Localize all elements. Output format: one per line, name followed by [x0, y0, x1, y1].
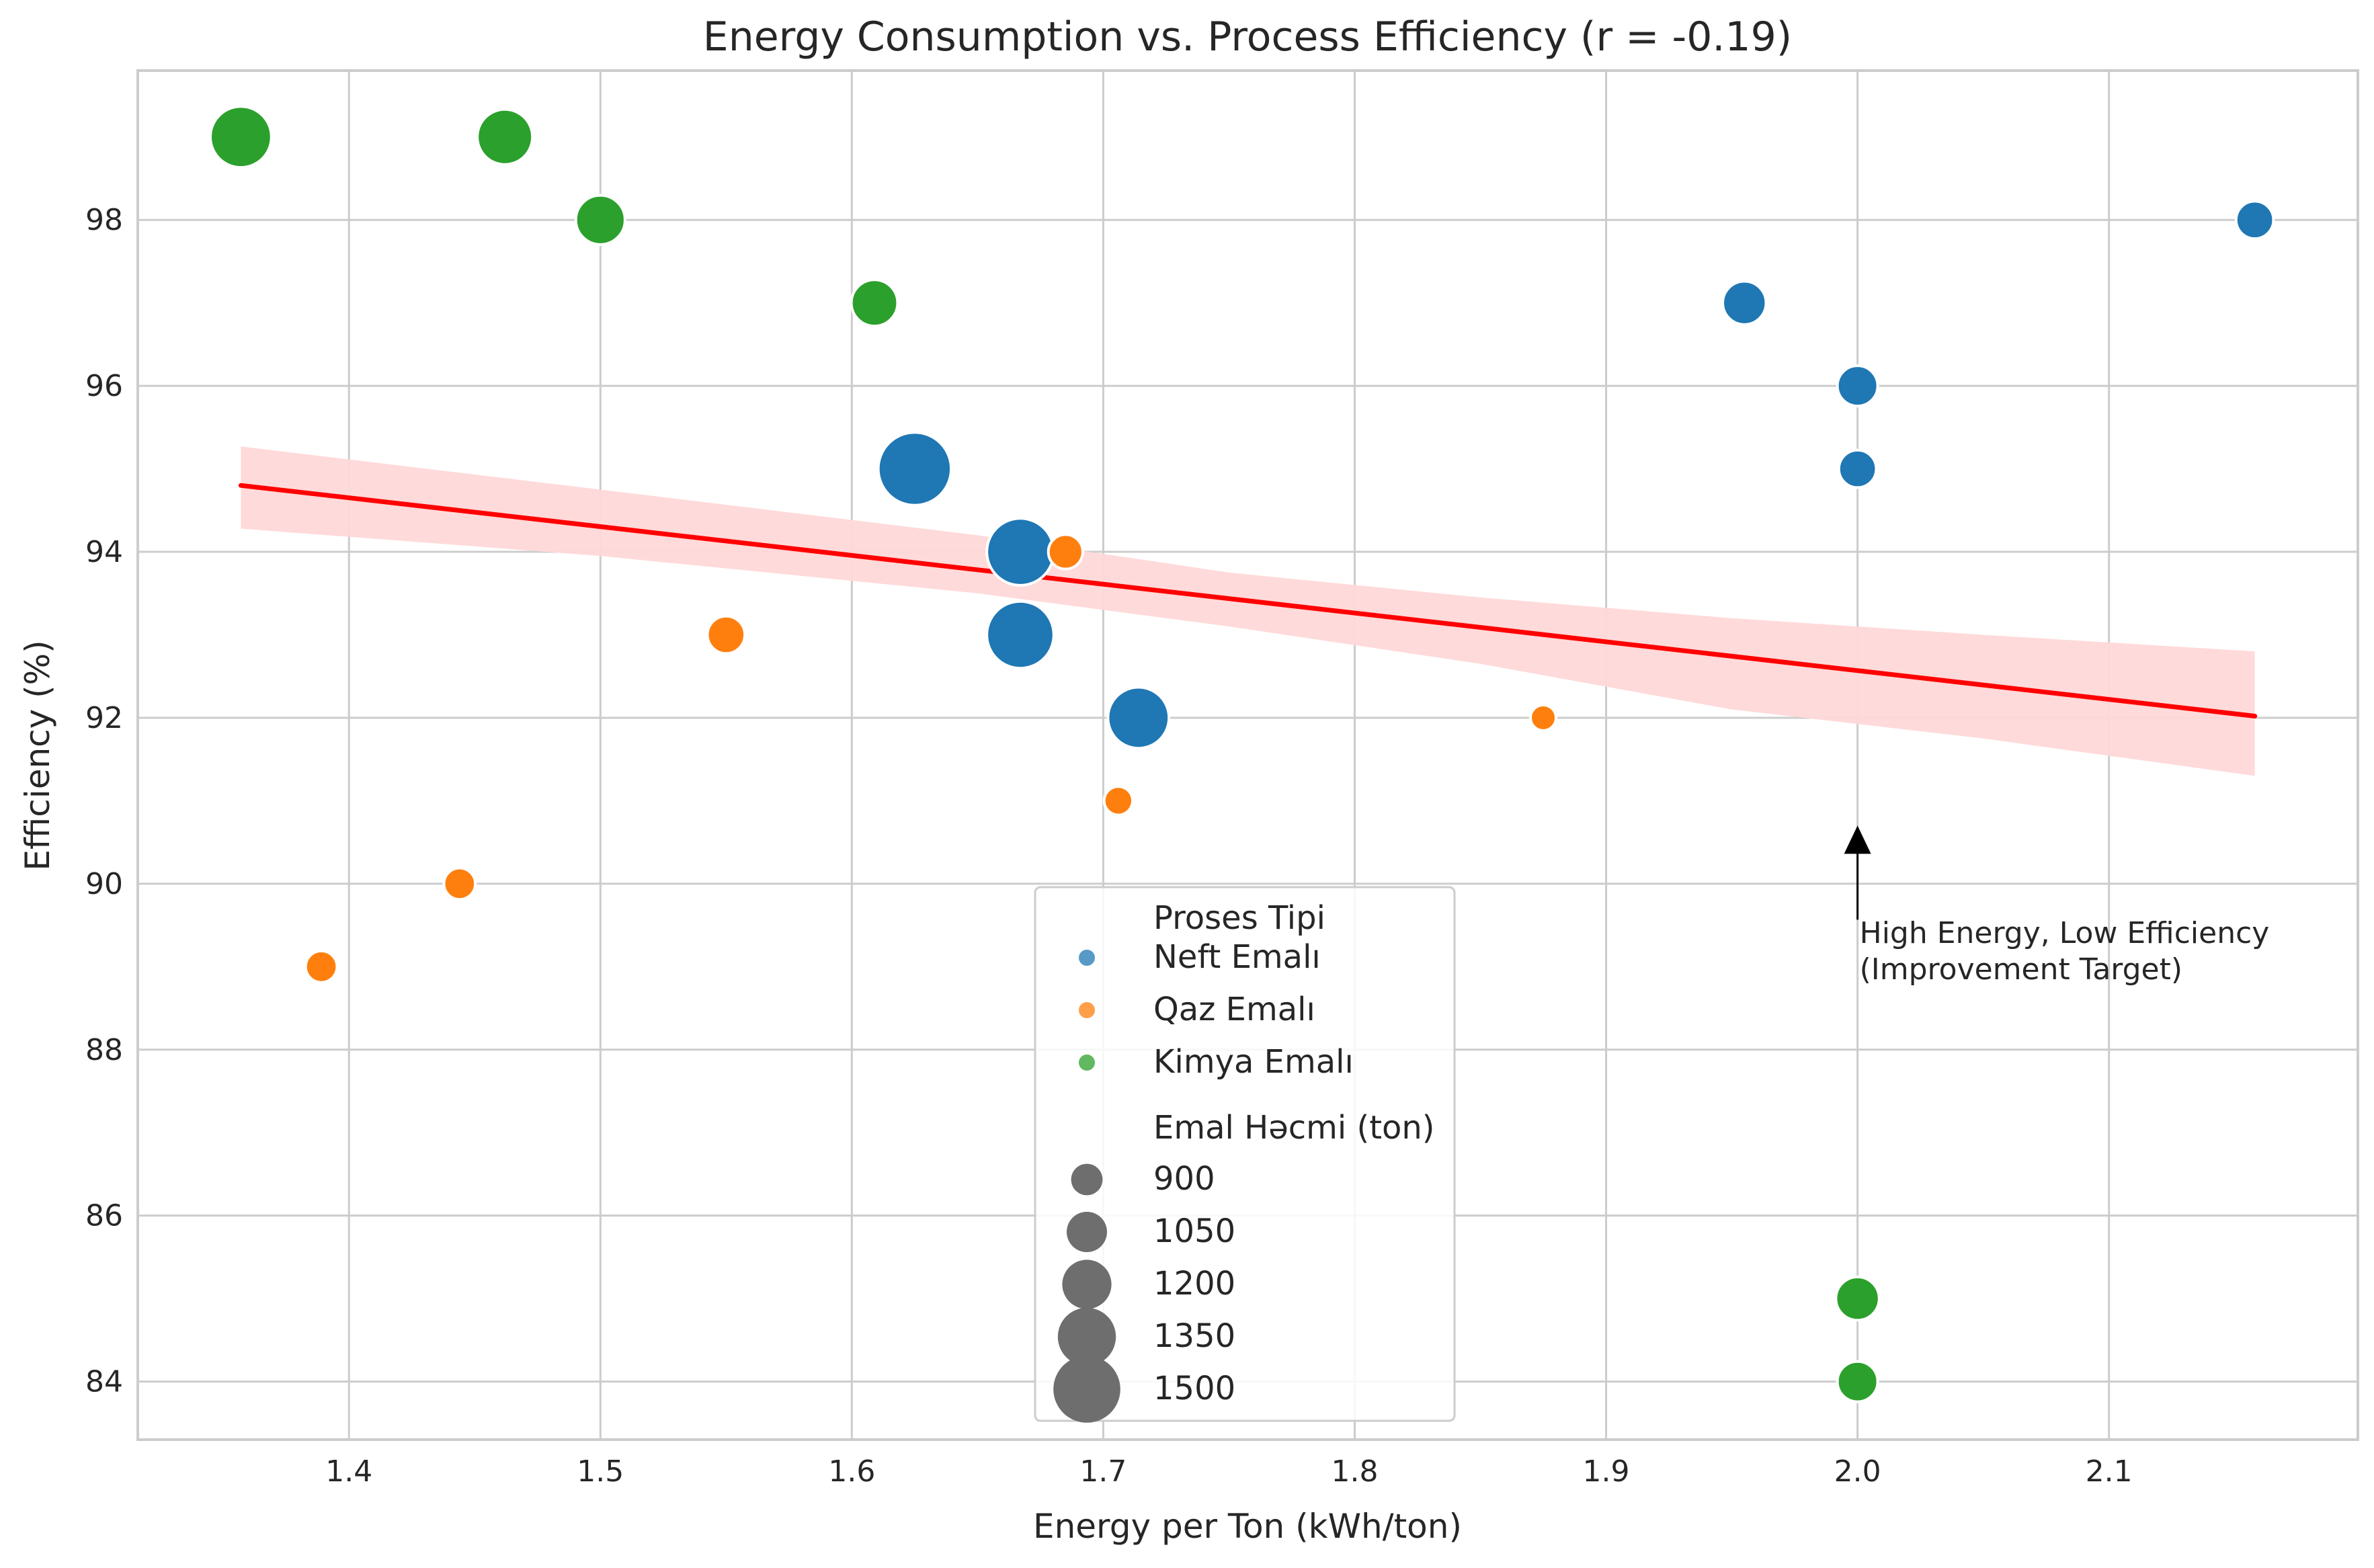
data-point	[1836, 364, 1879, 408]
legend-hue-marker	[1079, 1055, 1095, 1071]
legend-hue-marker	[1079, 1002, 1095, 1018]
x-tick-label: 1.6	[828, 1454, 875, 1489]
regression-fit-line	[238, 483, 2258, 718]
legend-size-label: 1500	[1153, 1370, 1235, 1407]
y-tick-label: 86	[85, 1199, 123, 1233]
legend-size-marker	[1053, 1356, 1120, 1423]
data-point	[850, 278, 899, 328]
legend-size-entries: 900 1050 1200 1350 1500	[1053, 1160, 1235, 1423]
legend-hue-label: Qaz Emalı	[1153, 991, 1315, 1028]
data-point	[1834, 1275, 1881, 1322]
x-tick-label: 1.4	[325, 1454, 372, 1489]
data-point	[985, 517, 1055, 587]
data-point	[1047, 533, 1084, 571]
annotation-text-line2: (Improvement Target)	[1860, 952, 2182, 987]
data-point	[476, 108, 534, 166]
chart-title: Energy Consumption vs. Process Efficienc…	[703, 13, 1792, 60]
annotation: High Energy, Low Efficiency(Improvement …	[1844, 825, 2270, 987]
legend-size-marker	[1071, 1163, 1103, 1196]
legend-size-marker	[1067, 1212, 1107, 1252]
data-point	[1836, 1360, 1879, 1403]
x-tick-label: 2.0	[1834, 1454, 1881, 1489]
legend-box	[1034, 886, 1456, 1422]
plot-frame	[136, 69, 2359, 1441]
legend-hue-title: Proses Tipi	[1153, 899, 1325, 937]
y-axis-label: Efficiency (%)	[18, 640, 57, 870]
legend-hue-label: Neft Emalı	[1153, 938, 1321, 976]
y-tick-labels: 84 86 88 90 92 94 96 98	[85, 203, 123, 1399]
legend-hue-label: Kimya Emalı	[1153, 1043, 1354, 1081]
legend-size-marker	[1062, 1260, 1112, 1309]
data-point	[1837, 448, 1878, 489]
legend-hue-entries: Neft Emalı Qaz Emalı Kimya Emalı	[1079, 938, 1354, 1081]
legend: Proses Tipi Neft Emalı Qaz Emalı Kimya Ema…	[1034, 886, 1456, 1423]
data-point	[2234, 200, 2275, 241]
legend-hue-marker	[1079, 950, 1095, 966]
legend-size-label: 1200	[1153, 1265, 1235, 1303]
data-point	[574, 194, 626, 246]
y-tick-label: 84	[85, 1365, 123, 1399]
data-point	[876, 431, 953, 507]
regression-ci-band	[241, 446, 2255, 776]
legend-size-marker	[1057, 1307, 1116, 1366]
x-tick-label: 1.5	[577, 1454, 624, 1489]
x-tick-labels: 1.4 1.5 1.6 1.7 1.8 1.9 2.0 2.1	[325, 1454, 2132, 1489]
regression-line	[238, 483, 2258, 718]
data-point	[1106, 686, 1171, 750]
data-point	[208, 105, 273, 169]
x-tick-label: 1.8	[1331, 1454, 1378, 1489]
data-point	[1102, 785, 1135, 817]
legend-size-label: 900	[1153, 1160, 1215, 1198]
x-tick-label: 1.7	[1079, 1454, 1127, 1489]
y-tick-label: 90	[85, 867, 123, 901]
legend-size-title: Emal Həcmi (ton)	[1153, 1109, 1435, 1147]
y-tick-label: 94	[85, 535, 123, 569]
data-point	[442, 866, 477, 901]
data-point	[1529, 703, 1558, 732]
data-point	[706, 614, 747, 655]
annotation-arrow-head	[1844, 825, 1871, 854]
ci-band-area	[241, 446, 2255, 776]
y-tick-label: 98	[85, 203, 123, 237]
data-points	[208, 105, 2275, 1403]
x-tick-label: 2.1	[2086, 1454, 2133, 1489]
legend-size-label: 1050	[1153, 1212, 1235, 1250]
y-tick-label: 88	[85, 1033, 123, 1067]
x-axis-label: Energy per Ton (kWh/ton)	[1033, 1507, 1462, 1546]
x-tick-label: 1.9	[1583, 1454, 1630, 1489]
legend-size-label: 1350	[1153, 1317, 1235, 1355]
data-point	[304, 949, 339, 984]
y-tick-label: 96	[85, 369, 123, 403]
y-tick-label: 92	[85, 701, 123, 735]
data-point	[985, 600, 1055, 670]
data-point	[1721, 280, 1768, 326]
annotation-text-line1: High Energy, Low Efficiency	[1860, 916, 2270, 950]
